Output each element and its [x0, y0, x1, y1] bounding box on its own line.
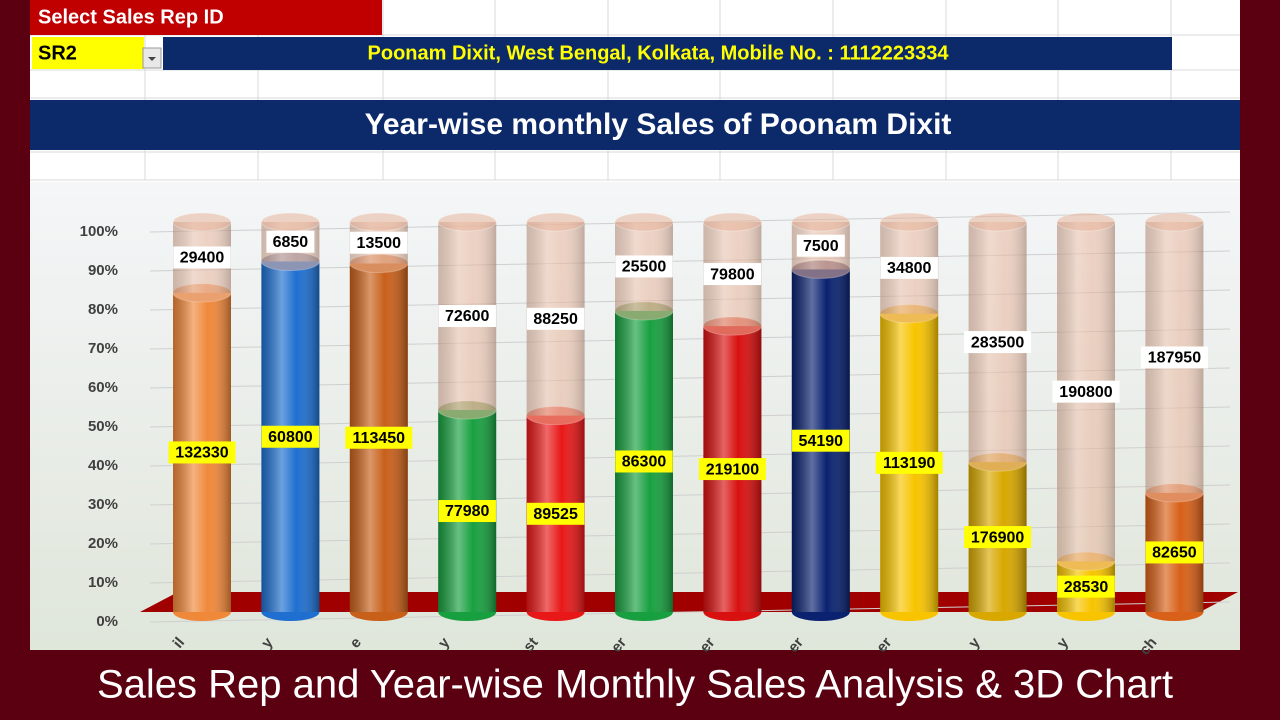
- rep-label-cell: [30, 0, 382, 35]
- data-label: 77980: [445, 503, 490, 520]
- data-label-box: [438, 500, 496, 523]
- grid-line: [149, 367, 1231, 389]
- data-label-box: [698, 458, 766, 481]
- data-label: 88250: [533, 311, 578, 328]
- bar-remaining-top: [1056, 212, 1116, 232]
- data-label-box: [703, 263, 762, 286]
- data-label: 7500: [803, 238, 839, 255]
- chart: 0% 10% 20% 30% 40% 50% 60% 70% 80% 90% 100% 132330 2…: [30, 182, 1240, 659]
- y-tick-label: 30%: [88, 496, 118, 513]
- rep-info-banner: [163, 37, 1172, 70]
- data-label: 29400: [180, 250, 225, 267]
- data-label: 54190: [799, 433, 844, 450]
- data-label: 113190: [883, 455, 936, 472]
- y-tick-label: 70%: [88, 340, 118, 357]
- bar-remaining-top: [614, 212, 674, 232]
- data-label: 28530: [1064, 579, 1109, 596]
- bar-remaining-top: [526, 212, 586, 232]
- title-banner: [30, 100, 1240, 150]
- data-label-box: [615, 255, 673, 278]
- bar-remaining-top: [791, 212, 851, 232]
- bar-remaining-top: [349, 212, 409, 232]
- y-tick-label: 90%: [88, 262, 118, 279]
- data-label-box: [345, 426, 413, 449]
- data-label: 82650: [1152, 545, 1197, 562]
- rep-label: Select Sales Rep ID: [38, 6, 224, 28]
- y-tick-label: 60%: [88, 379, 118, 396]
- rep-id-cell[interactable]: [32, 37, 144, 69]
- caption: Sales Rep and Year-wise Monthly Sales An…: [97, 663, 1173, 707]
- bar-remaining-top: [260, 212, 320, 232]
- data-label-box: [615, 450, 673, 473]
- data-label-box: [1145, 541, 1204, 564]
- data-label: 176900: [971, 529, 1024, 546]
- y-tick-label: 0%: [96, 613, 118, 630]
- bar-remaining-top: [172, 212, 232, 232]
- grid-line: [149, 484, 1231, 506]
- grid-line: [149, 562, 1231, 584]
- data-label: 34800: [887, 260, 932, 277]
- data-label-box: [964, 526, 1032, 549]
- data-label: 113450: [353, 430, 406, 447]
- data-label-box: [792, 429, 850, 452]
- bar-remaining-top: [702, 212, 762, 232]
- data-label-box: [350, 231, 408, 254]
- data-label-box: [438, 305, 496, 328]
- grid-line: [149, 250, 1231, 272]
- dropdown-arrow: [148, 57, 156, 61]
- y-tick-label: 20%: [88, 535, 118, 552]
- data-label-box: [173, 246, 231, 269]
- data-label-box: [1057, 575, 1115, 598]
- y-tick-label: 50%: [88, 418, 118, 435]
- data-label: 13500: [357, 235, 402, 252]
- chart-title: Year-wise monthly Sales of Poonam Dixit: [365, 108, 952, 141]
- data-label-box: [526, 307, 585, 330]
- grid-line: [149, 328, 1231, 350]
- data-label: 6850: [273, 234, 309, 251]
- data-label: 25500: [622, 259, 667, 276]
- rep-id: SR2: [38, 42, 77, 64]
- data-label-box: [1052, 380, 1120, 403]
- grid-line: [149, 445, 1231, 467]
- data-label: 89525: [533, 506, 578, 523]
- grid-line: [149, 211, 1231, 233]
- grid-line: [149, 406, 1231, 428]
- data-label-box: [964, 331, 1032, 354]
- grid-line: [149, 523, 1231, 545]
- data-label: 132330: [175, 445, 228, 462]
- bar-remaining-top: [437, 212, 497, 232]
- data-label-box: [875, 451, 943, 474]
- y-tick-label: 10%: [88, 574, 118, 591]
- data-label-box: [1140, 346, 1208, 369]
- data-label: 219100: [706, 461, 759, 478]
- data-label-box: [796, 234, 845, 257]
- data-label-box: [526, 502, 585, 525]
- data-label: 187950: [1148, 350, 1201, 367]
- data-label-box: [880, 256, 938, 279]
- data-label: 60800: [268, 429, 313, 446]
- bar-remaining-top: [1144, 212, 1204, 232]
- data-label-box: [266, 230, 315, 253]
- y-tick-label: 40%: [88, 457, 118, 474]
- grid-line: [149, 601, 1231, 623]
- data-label: 283500: [971, 334, 1024, 351]
- data-label: 79800: [710, 266, 755, 283]
- bar-remaining-top: [879, 212, 939, 232]
- data-label: 86300: [622, 454, 667, 471]
- data-label-box: [261, 425, 320, 448]
- y-tick-label: 80%: [88, 301, 118, 318]
- data-label-box: [168, 441, 236, 464]
- data-label: 190800: [1059, 384, 1112, 401]
- bar-remaining-top: [968, 212, 1028, 232]
- grid-line: [149, 289, 1231, 311]
- y-tick-label: 100%: [80, 223, 118, 240]
- rep-info: Poonam Dixit, West Bengal, Kolkata, Mobi…: [368, 42, 950, 64]
- data-label: 72600: [445, 308, 490, 325]
